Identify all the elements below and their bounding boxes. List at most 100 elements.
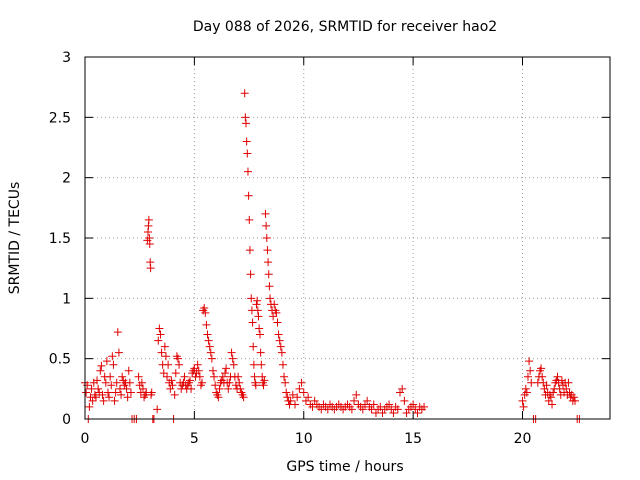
data-point	[548, 400, 557, 409]
data-point	[190, 364, 199, 373]
data-point	[146, 264, 155, 273]
data-point	[546, 393, 555, 402]
data-point	[259, 381, 268, 390]
data-point	[160, 342, 169, 351]
data-point	[168, 381, 177, 390]
data-point	[171, 369, 180, 378]
y-axis-label: SRMTID / TECUs	[7, 182, 23, 295]
data-point	[88, 396, 97, 405]
data-point	[255, 324, 264, 333]
data-point	[228, 354, 237, 363]
y-tick-label: 0	[62, 412, 71, 428]
data-point	[93, 376, 102, 385]
data-point	[243, 149, 252, 158]
data-point	[262, 221, 271, 230]
data-point	[253, 306, 262, 315]
data-point	[299, 388, 308, 397]
data-point	[273, 318, 282, 327]
data-point	[204, 336, 213, 345]
data-point	[291, 400, 299, 409]
data-point	[413, 408, 422, 417]
data-point	[385, 400, 394, 409]
data-point	[167, 376, 176, 385]
data-point	[170, 390, 179, 399]
data-point	[400, 396, 409, 405]
data-point	[553, 372, 562, 381]
data-point	[253, 296, 262, 305]
data-point	[227, 348, 236, 357]
data-point	[108, 352, 117, 361]
data-point	[134, 372, 143, 381]
data-point	[245, 246, 254, 255]
data-point	[239, 393, 248, 402]
data-point	[153, 405, 162, 414]
data-point	[117, 390, 126, 399]
data-point	[222, 364, 231, 373]
data-point	[111, 388, 120, 397]
data-point	[256, 348, 265, 357]
data-point	[369, 400, 378, 409]
y-tick-label: 2	[62, 171, 71, 187]
data-point	[378, 408, 387, 417]
data-point	[114, 348, 123, 357]
y-tick-label: 0.5	[49, 352, 71, 368]
data-point	[224, 384, 233, 393]
data-point	[278, 360, 287, 369]
data-point	[147, 388, 156, 397]
data-point	[247, 294, 256, 303]
data-point	[186, 376, 194, 385]
data-point	[564, 378, 573, 387]
data-point	[235, 378, 244, 387]
data-point	[206, 348, 215, 357]
data-point	[272, 308, 281, 317]
data-point	[106, 372, 115, 381]
data-point	[347, 405, 356, 414]
data-point	[250, 372, 259, 381]
data-point	[156, 330, 165, 339]
data-point	[91, 393, 100, 402]
data-point	[248, 318, 257, 327]
data-point	[389, 408, 398, 417]
data-point	[85, 402, 94, 411]
data-point	[518, 396, 527, 405]
data-point	[97, 361, 106, 370]
data-points	[81, 89, 584, 423]
data-point	[105, 393, 114, 402]
data-point	[251, 381, 260, 390]
data-point	[154, 336, 163, 345]
data-point	[99, 396, 108, 405]
data-point	[207, 354, 216, 363]
chart-title: Day 088 of 2026, SRMTID for receiver hao…	[193, 19, 497, 35]
grid-lines	[85, 57, 610, 419]
data-point	[288, 390, 297, 399]
data-point	[211, 381, 220, 390]
data-point	[210, 372, 219, 381]
data-point	[286, 396, 295, 405]
data-point	[569, 393, 578, 402]
data-point	[187, 384, 196, 393]
data-point	[270, 300, 279, 309]
data-point	[280, 372, 289, 381]
data-point	[521, 384, 530, 393]
data-point	[123, 393, 132, 402]
data-point	[420, 402, 429, 411]
x-tick-label: 15	[404, 431, 422, 447]
data-point	[240, 89, 249, 98]
data-point	[126, 388, 135, 397]
data-point	[125, 378, 134, 387]
y-tick-label: 3	[62, 50, 71, 66]
data-point	[297, 378, 306, 387]
data-point	[352, 390, 361, 399]
data-point	[218, 372, 227, 381]
data-point	[138, 384, 147, 393]
data-point	[350, 396, 359, 405]
data-point	[263, 246, 272, 255]
data-point	[112, 378, 121, 387]
data-point	[144, 215, 153, 224]
data-point	[193, 360, 202, 369]
data-point	[275, 336, 284, 345]
data-point	[526, 366, 535, 375]
data-point	[215, 384, 224, 393]
data-point	[236, 384, 245, 393]
data-point	[161, 352, 170, 361]
